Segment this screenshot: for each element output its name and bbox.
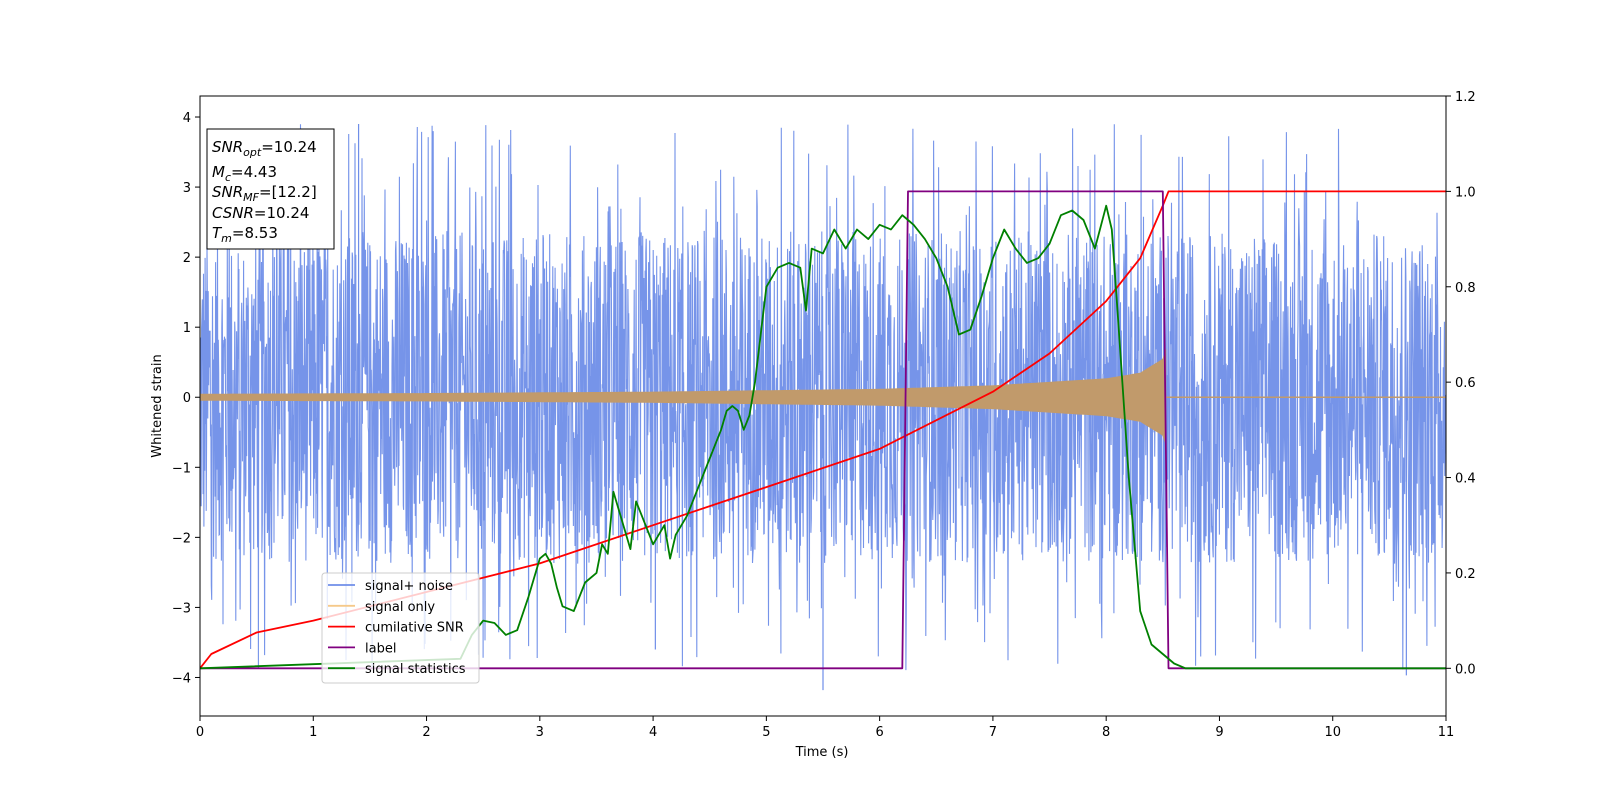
plot-area — [200, 124, 1446, 691]
info-symbol: T — [212, 224, 223, 242]
y-tick-label: −1 — [172, 461, 191, 476]
y2-tick-label: 0.6 — [1455, 376, 1476, 391]
info-value: =4.43 — [231, 163, 277, 181]
info-value: =8.53 — [232, 224, 278, 242]
info-value: =[12.2] — [259, 183, 317, 201]
y2-tick-label: 0.4 — [1455, 472, 1476, 487]
x-tick-label: 4 — [649, 725, 657, 740]
y-tick-label: 2 — [183, 251, 191, 266]
info-box: SNRopt=10.24Mc=4.43SNRMF=[12.2]CSNR=10.2… — [206, 128, 335, 250]
x-tick-label: 6 — [875, 725, 883, 740]
x-tick-label: 8 — [1102, 725, 1110, 740]
y-tick-label: −4 — [172, 671, 191, 686]
signal-only-series — [200, 348, 1446, 447]
y-axis-label: Whitened strain — [150, 354, 165, 457]
y-tick-label: 4 — [183, 111, 191, 126]
y-tick-label: 3 — [183, 181, 191, 196]
x-tick-label: 1 — [309, 725, 317, 740]
legend: signal+ noise signal only cumilative SNR la… — [321, 572, 480, 684]
info-symbol: M — [212, 163, 225, 181]
info-subscript: c — [225, 171, 231, 184]
info-box-line: CSNR=10.24 — [212, 204, 309, 222]
y2-tick-label: 1.0 — [1455, 185, 1476, 200]
info-box-frame — [206, 128, 335, 250]
y-axis-right: 1.2 1.0 0.8 0.6 0.4 0.2 0.0 — [1446, 90, 1476, 677]
y2-tick-label: 0.8 — [1455, 281, 1476, 296]
legend-label: signal statistics — [365, 662, 466, 677]
y-tick-label: 1 — [183, 321, 191, 336]
legend-label: signal+ noise — [365, 579, 453, 594]
x-axis-label: Time (s) — [795, 745, 849, 760]
signal-only-band — [200, 348, 1167, 447]
info-symbol: SNR — [212, 138, 243, 156]
cumulative-snr-line — [200, 190, 1446, 669]
legend-label: label — [365, 641, 396, 656]
info-box-line: SNRMF=[12.2] — [212, 183, 317, 204]
info-subscript: m — [221, 232, 232, 245]
y-axis-left: 4 3 2 1 0 −1 −2 −3 −4 — [172, 111, 200, 686]
info-symbol: SNR — [212, 183, 243, 201]
y-tick-label: −3 — [172, 601, 191, 616]
info-value: =10.24 — [261, 138, 317, 156]
info-box-line: Tm=8.53 — [212, 224, 278, 245]
x-tick-label: 2 — [422, 725, 430, 740]
legend-frame — [321, 572, 480, 684]
y-tick-label: −2 — [172, 531, 191, 546]
x-tick-label: 11 — [1438, 725, 1455, 740]
y2-tick-label: 0.0 — [1455, 662, 1476, 677]
info-box-line: Mc=4.43 — [212, 163, 277, 184]
x-tick-label: 9 — [1215, 725, 1223, 740]
x-tick-label: 0 — [196, 725, 204, 740]
y2-tick-label: 1.2 — [1455, 90, 1476, 105]
legend-label: signal only — [365, 600, 435, 615]
statistic-lines — [200, 190, 1446, 670]
info-symbol: CSNR — [212, 204, 254, 222]
legend-label: cumilative SNR — [365, 621, 464, 636]
x-axis: 0 1 2 3 4 5 6 7 8 9 10 11 — [196, 716, 1454, 740]
y-tick-label: 0 — [183, 391, 191, 406]
y2-tick-label: 0.2 — [1455, 567, 1476, 582]
info-subscript: MF — [243, 191, 259, 204]
info-value: =10.24 — [254, 204, 310, 222]
signal-statistics-line — [200, 204, 1446, 670]
x-tick-label: 3 — [536, 725, 544, 740]
x-tick-label: 5 — [762, 725, 770, 740]
plot-frame — [199, 95, 1447, 717]
x-tick-label: 7 — [989, 725, 997, 740]
info-box-line: SNRopt=10.24 — [212, 138, 317, 159]
info-subscript: opt — [243, 146, 262, 159]
x-tick-label: 10 — [1324, 725, 1341, 740]
